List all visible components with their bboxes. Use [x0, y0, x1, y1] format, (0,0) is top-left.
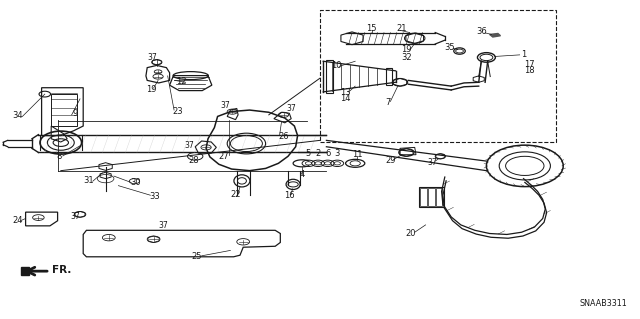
Text: 21: 21 — [397, 24, 407, 33]
Bar — [436, 188, 442, 206]
Text: 15: 15 — [366, 24, 376, 33]
Text: 8: 8 — [56, 152, 61, 161]
Text: 37: 37 — [158, 221, 168, 230]
Text: 6: 6 — [325, 149, 330, 158]
Text: 2: 2 — [316, 149, 321, 158]
Bar — [326, 61, 333, 93]
Text: 24: 24 — [13, 216, 23, 225]
Text: 26: 26 — [278, 132, 289, 141]
Text: 36: 36 — [476, 27, 486, 36]
Text: 11: 11 — [352, 150, 362, 159]
Text: 5: 5 — [306, 149, 311, 158]
Text: 4: 4 — [300, 170, 305, 179]
Text: 28: 28 — [189, 156, 199, 165]
Polygon shape — [490, 33, 500, 37]
Text: 35: 35 — [445, 43, 455, 52]
Text: 12: 12 — [176, 77, 186, 86]
Text: 27: 27 — [219, 152, 229, 161]
Bar — [420, 188, 427, 206]
Text: 17: 17 — [524, 60, 534, 69]
Text: 16: 16 — [284, 191, 294, 200]
Text: 13: 13 — [340, 88, 351, 97]
Bar — [419, 187, 444, 207]
Text: 9: 9 — [73, 109, 78, 118]
Text: 19: 19 — [401, 45, 412, 54]
Text: 34: 34 — [13, 111, 23, 120]
Text: 18: 18 — [524, 66, 534, 75]
Text: 23: 23 — [173, 107, 183, 115]
Text: 32: 32 — [401, 53, 412, 62]
Text: 37: 37 — [220, 101, 230, 110]
Bar — [51, 94, 77, 126]
Text: 37: 37 — [147, 53, 157, 62]
Text: 22: 22 — [230, 190, 241, 199]
Text: 10: 10 — [331, 61, 341, 70]
Text: 37: 37 — [427, 158, 437, 167]
Text: 3: 3 — [335, 149, 340, 158]
Text: 19: 19 — [147, 85, 157, 94]
Text: 31: 31 — [83, 176, 93, 185]
Text: 30: 30 — [131, 178, 141, 187]
Text: 37: 37 — [70, 212, 81, 221]
Text: 20: 20 — [406, 229, 416, 238]
Bar — [428, 188, 435, 206]
Text: SNAAB3311: SNAAB3311 — [579, 299, 627, 308]
Text: 37: 37 — [286, 104, 296, 113]
Polygon shape — [21, 267, 29, 275]
Bar — [320, 10, 556, 142]
Bar — [386, 68, 392, 85]
Text: 7: 7 — [386, 98, 391, 107]
Text: 1: 1 — [521, 50, 526, 59]
Text: 14: 14 — [340, 94, 351, 103]
Text: FR.: FR. — [52, 265, 72, 275]
Text: 25: 25 — [192, 252, 202, 261]
Text: 33: 33 — [150, 192, 160, 201]
Text: 37: 37 — [184, 141, 194, 150]
Text: 29: 29 — [385, 156, 396, 165]
